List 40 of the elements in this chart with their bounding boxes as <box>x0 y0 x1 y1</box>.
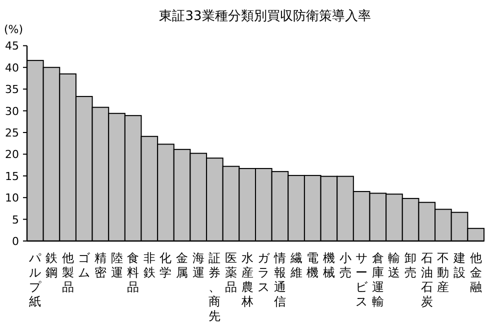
x-tick-label: 海運 <box>192 251 204 280</box>
x-tick-label: 鉄鋼 <box>45 251 58 280</box>
y-tick-label: 45 <box>5 40 19 53</box>
y-axis-title: (%) <box>4 23 24 36</box>
y-tick-label: 25 <box>5 126 19 140</box>
chart-title: 東証33業種分類別買収防衛策導入率 <box>159 8 371 24</box>
x-tick-label: 輸送 <box>388 251 400 280</box>
x-tick-label: ガラス <box>258 251 271 294</box>
y-tick-label: 30 <box>5 104 19 118</box>
x-tick-label: 他製品 <box>62 251 74 294</box>
x-tick-label: 電機 <box>306 251 319 280</box>
x-tick-label: 他金融 <box>470 251 482 294</box>
y-tick-label: 35 <box>5 83 19 96</box>
y-tick-label: 5 <box>12 213 19 226</box>
x-tick-label: サービス <box>356 251 369 308</box>
y-tick-label: 0 <box>12 235 19 248</box>
x-tick-label: 水産農林 <box>240 251 254 308</box>
y-tick-label: 40 <box>5 61 19 74</box>
x-tick-label: 精密 <box>94 251 106 280</box>
x-tick-label: 不動産 <box>437 251 450 294</box>
x-tick-label: 医薬品 <box>225 251 238 294</box>
x-tick-label: ゴム <box>78 251 92 280</box>
y-tick-label: 15 <box>5 170 19 183</box>
x-tick-label: 証券、商先 <box>208 251 221 323</box>
y-tick-label: 10 <box>5 192 19 205</box>
x-tick-label: 石油石炭 <box>420 251 433 308</box>
x-tick-label: 倉庫運輸 <box>372 251 384 308</box>
x-tick-label: 繊維 <box>289 251 302 280</box>
x-tick-label: 金属 <box>176 251 188 280</box>
x-tick-label: 建設 <box>452 251 466 280</box>
x-tick-label: 非鉄 <box>143 251 156 280</box>
x-tick-label: 機械 <box>322 251 335 280</box>
x-tick-label: 情報通信 <box>272 251 286 308</box>
x-tick-label: 化学 <box>160 251 172 280</box>
x-tick-label: 食料品 <box>127 251 140 294</box>
x-tick-label: パルプ紙 <box>28 251 42 308</box>
y-tick-label: 20 <box>5 148 19 162</box>
x-tick-label: 陸運 <box>110 251 123 280</box>
x-tick-label: 卸売 <box>404 251 417 280</box>
x-tick-label: 小売 <box>339 251 352 280</box>
